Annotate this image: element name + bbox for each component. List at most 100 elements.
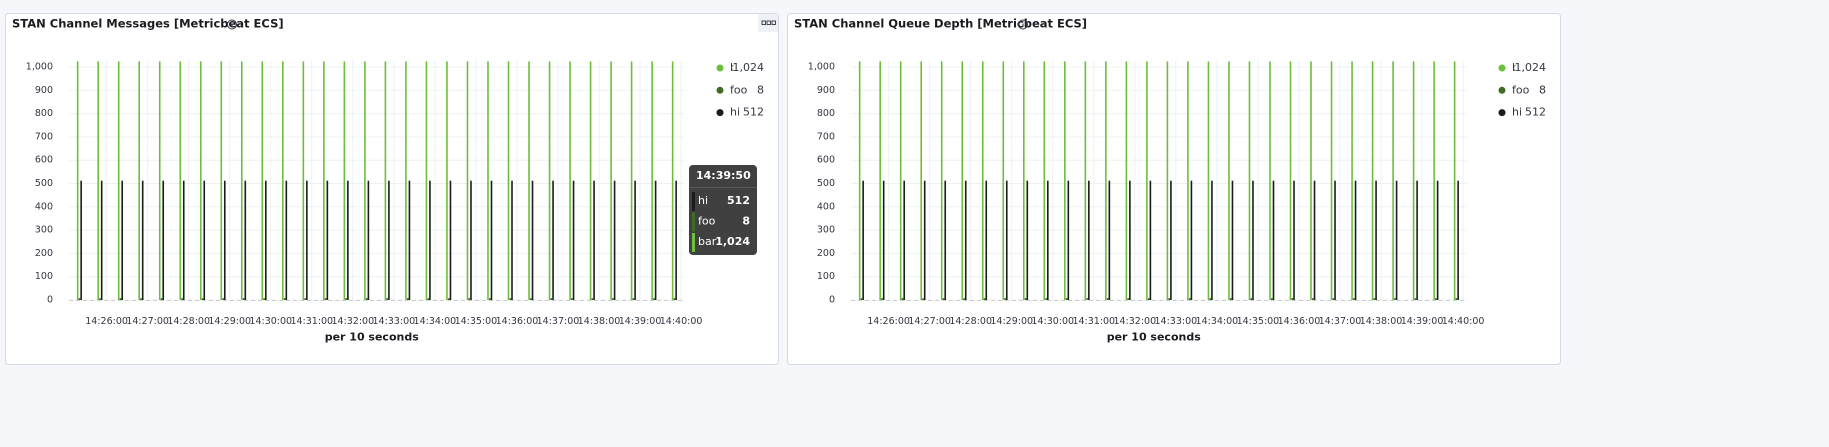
legend-value: 8	[757, 83, 764, 96]
x-tick-label: 14:37:00	[1319, 316, 1362, 327]
bar	[388, 180, 390, 300]
x-tick-label: 14:40:00	[660, 316, 703, 327]
bar	[1330, 61, 1333, 301]
bar	[1024, 298, 1027, 300]
x-tick-label: 14:38:00	[1360, 316, 1403, 327]
y-tick-label: 100	[35, 271, 53, 282]
legend-marker	[716, 86, 724, 94]
bar	[1022, 61, 1025, 301]
legend-label[interactable]: foo	[1512, 83, 1530, 96]
x-tick-label: 14:29:00	[990, 316, 1033, 327]
bar	[901, 298, 904, 300]
legend-marker	[1498, 109, 1506, 117]
x-tick-label: 14:39:00	[619, 316, 662, 327]
bar	[531, 180, 534, 300]
bar	[100, 180, 103, 300]
tooltip-series-name: hi	[698, 194, 708, 207]
bar	[882, 180, 885, 300]
bar	[324, 298, 327, 300]
bar	[488, 298, 491, 300]
legend-label[interactable]: foo	[730, 83, 748, 96]
bar	[1170, 180, 1172, 300]
bar	[76, 61, 79, 301]
bar	[302, 61, 305, 301]
bar	[304, 298, 306, 300]
x-tick-label: 14:32:00	[1113, 316, 1156, 327]
bar	[1105, 61, 1107, 301]
bar	[1332, 298, 1335, 300]
legend-label[interactable]: bar	[1512, 61, 1531, 74]
bar	[446, 61, 448, 301]
legend-value: 1,024	[733, 61, 765, 74]
info-icon	[227, 19, 237, 30]
bar	[1084, 61, 1087, 301]
y-tick-label: 400	[35, 201, 53, 212]
bar	[466, 61, 469, 301]
bar	[119, 298, 122, 300]
bar	[1353, 298, 1355, 300]
y-tick-label: 300	[35, 225, 53, 236]
y-tick-label: 900	[817, 85, 835, 96]
bar	[306, 180, 308, 300]
legend-label[interactable]: hi	[1512, 106, 1522, 119]
bar	[181, 298, 183, 300]
bar	[1455, 298, 1458, 300]
bar	[1211, 180, 1213, 300]
bar	[343, 61, 346, 301]
x-tick-label: 14:37:00	[537, 316, 580, 327]
bar	[405, 61, 407, 301]
bar	[632, 298, 635, 300]
bar	[530, 298, 532, 300]
bar	[511, 180, 513, 300]
bar	[1289, 61, 1292, 301]
bar	[1334, 180, 1336, 300]
bar	[1086, 298, 1088, 300]
x-tick-label: 14:40:00	[1442, 316, 1485, 327]
bar	[1125, 61, 1128, 301]
legend-label[interactable]: bar	[730, 61, 749, 74]
info-icon	[1022, 21, 1024, 23]
bar	[449, 180, 452, 300]
tooltip-series-name: foo	[698, 215, 716, 228]
x-tick-label: 14:34:00	[1196, 316, 1239, 327]
bar	[507, 61, 510, 301]
bar	[1453, 61, 1456, 301]
bar	[1269, 61, 1271, 301]
bar	[1149, 180, 1152, 300]
panel-options-dot	[766, 20, 771, 25]
bar	[1291, 298, 1294, 300]
bar	[983, 298, 986, 300]
bar	[427, 298, 430, 300]
bar	[97, 61, 99, 301]
legend-value: 1,024	[1515, 61, 1547, 74]
y-tick-label: 1,000	[808, 61, 835, 72]
legend-marker	[1498, 64, 1506, 72]
panel-options-dot	[761, 20, 766, 25]
bar	[591, 298, 594, 300]
bar	[160, 298, 163, 300]
x-tick-label: 14:26:00	[867, 316, 910, 327]
bar	[1004, 298, 1006, 300]
bar	[899, 61, 902, 301]
bar	[1207, 61, 1210, 301]
bar	[364, 61, 366, 301]
bar	[1392, 61, 1394, 301]
x-tick-label: 14:39:00	[1401, 316, 1444, 327]
x-tick-label: 14:29:00	[208, 316, 251, 327]
panel-options-button[interactable]	[758, 14, 778, 32]
bar	[1416, 180, 1418, 300]
bar	[509, 298, 512, 300]
bar	[447, 298, 450, 300]
bar	[1129, 180, 1131, 300]
bar	[1088, 180, 1090, 300]
y-tick-label: 800	[35, 108, 53, 119]
bar	[860, 298, 863, 300]
bar	[1395, 180, 1398, 300]
legend-label[interactable]: hi	[730, 106, 740, 119]
bar	[1026, 180, 1029, 300]
y-tick-label: 500	[817, 178, 835, 189]
bar	[552, 180, 554, 300]
bar	[675, 180, 677, 300]
x-tick-label: 14:36:00	[1278, 316, 1321, 327]
